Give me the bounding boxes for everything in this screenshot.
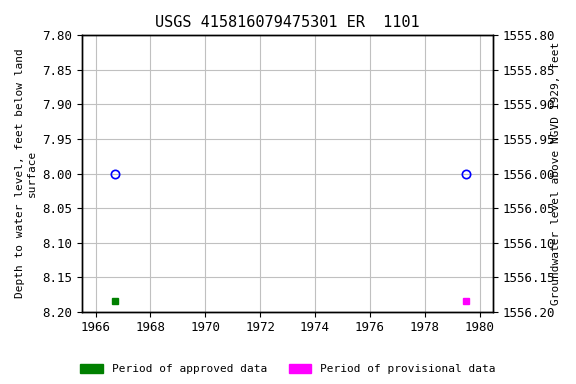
Y-axis label: Depth to water level, feet below land
surface: Depth to water level, feet below land su…: [15, 49, 37, 298]
Y-axis label: Groundwater level above NGVD 1929, feet: Groundwater level above NGVD 1929, feet: [551, 42, 561, 305]
Legend: Period of approved data, Period of provisional data: Period of approved data, Period of provi…: [76, 359, 500, 379]
Title: USGS 415816079475301 ER  1101: USGS 415816079475301 ER 1101: [156, 15, 420, 30]
